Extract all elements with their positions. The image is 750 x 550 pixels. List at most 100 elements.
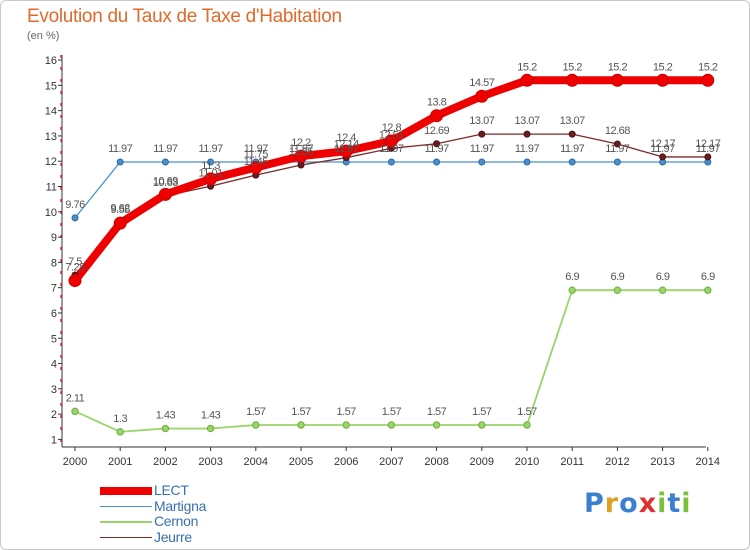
- data-label-cernon: 1.57: [336, 406, 356, 418]
- point-martigna: [568, 158, 576, 166]
- point-lect: [430, 109, 444, 123]
- data-label-cernon: 1.3: [113, 413, 127, 425]
- data-label-jeurre: 12.17: [650, 138, 675, 150]
- y-tick-label: 8: [51, 257, 57, 269]
- x-tick-label: 2014: [696, 456, 720, 468]
- data-label-jeurre: 11.45: [244, 156, 269, 168]
- point-jeurre: [613, 140, 621, 148]
- data-label-lect: 11.3: [201, 160, 220, 172]
- data-label-cernon: 1.57: [517, 406, 537, 418]
- data-label-martigna: 11.97: [289, 143, 314, 155]
- y-tick-label: 14: [45, 106, 57, 118]
- point-martigna: [161, 158, 169, 166]
- data-label-martigna: 11.97: [696, 143, 721, 155]
- legend-item-martigna: Martigna: [100, 497, 207, 515]
- data-label-cernon: 2.11: [66, 392, 85, 404]
- data-label-lect: 15.2: [608, 61, 628, 73]
- x-tick-label: 2010: [515, 456, 539, 468]
- data-label-lect: 9.55: [110, 204, 130, 216]
- x-tick-label: 2001: [108, 456, 132, 468]
- data-label-lect: 11.75: [244, 149, 269, 161]
- data-label-jeurre: 12.17: [695, 138, 720, 150]
- point-cernon: [523, 421, 531, 429]
- data-label-martigna: 11.97: [470, 143, 495, 155]
- data-label-martigna: 11.97: [334, 143, 359, 155]
- point-lect: [339, 144, 353, 158]
- x-tick-label: 2000: [63, 456, 87, 468]
- legend-label: Martigna: [154, 497, 207, 514]
- y-tick-label: 7: [51, 283, 57, 295]
- point-cernon: [478, 421, 486, 429]
- point-jeurre: [568, 130, 576, 138]
- logo-letter: i: [657, 488, 668, 519]
- legend-label: Cernon: [154, 513, 199, 530]
- data-label-jeurre: 12.51: [379, 129, 404, 141]
- data-label-martigna: 11.97: [650, 143, 675, 155]
- x-tick-label: 2011: [560, 456, 584, 468]
- chart-subtitle: (en %): [27, 30, 60, 42]
- data-label-martigna: 11.97: [108, 143, 133, 155]
- point-lect: [475, 89, 489, 103]
- x-tick-label: 2007: [379, 456, 403, 468]
- data-label-jeurre: 11.01: [198, 167, 223, 179]
- point-cernon: [206, 424, 215, 433]
- data-label-lect: 10.69: [153, 175, 178, 187]
- y-tick-label: 10: [45, 207, 57, 219]
- y-tick-label: 4: [51, 359, 57, 371]
- point-cernon: [568, 286, 576, 294]
- point-lect: [204, 172, 218, 186]
- data-label-martigna: 11.97: [153, 143, 178, 155]
- point-lect: [520, 73, 534, 87]
- proxiti-logo: Proxiti: [584, 488, 692, 519]
- point-lect: [294, 149, 308, 163]
- point-cernon: [704, 286, 712, 294]
- point-cernon: [252, 421, 260, 429]
- y-tick-label: 3: [51, 384, 57, 396]
- point-jeurre: [659, 153, 667, 161]
- point-lect: [610, 73, 624, 87]
- data-label-jeurre: 9.62: [110, 202, 130, 214]
- legend-item-cernon: Cernon: [100, 514, 206, 530]
- legend-item-jeurre: Jeurre: [100, 528, 206, 546]
- data-label-martigna: 11.97: [424, 143, 449, 155]
- legend-label: Jeurre: [154, 528, 192, 545]
- y-tick-label: 13: [45, 131, 57, 143]
- point-lect: [701, 73, 715, 87]
- point-jeurre: [297, 161, 305, 169]
- point-martigna: [433, 158, 441, 166]
- data-label-lect: 7.28: [65, 262, 85, 274]
- point-jeurre: [478, 130, 486, 138]
- point-jeurre: [704, 153, 712, 161]
- y-tick-label: 1: [51, 434, 57, 446]
- data-label-jeurre: 12.14: [334, 139, 359, 151]
- data-label-martigna: 11.97: [605, 143, 630, 155]
- legend-swatch: [100, 505, 152, 507]
- legend-swatch: [100, 486, 152, 495]
- point-cernon: [387, 421, 396, 429]
- data-label-cernon: 6.9: [611, 271, 625, 283]
- data-label-jeurre: 7.5: [68, 256, 82, 268]
- legend-swatch: [100, 520, 152, 523]
- series-points: [68, 73, 715, 436]
- point-lect: [158, 187, 172, 201]
- point-cernon: [613, 286, 622, 294]
- logo-letter: i: [681, 488, 692, 519]
- series-line-jeurre: [74, 133, 708, 276]
- x-tick-label: 2002: [153, 456, 177, 468]
- data-label-lect: 12.4: [336, 132, 356, 144]
- data-label-jeurre: 13.07: [560, 115, 585, 127]
- data-label-martigna: 9.76: [65, 199, 85, 211]
- data-label-martigna: 11.97: [379, 143, 404, 155]
- data-label-jeurre: 10.63: [153, 177, 178, 189]
- x-tick-label: 2006: [334, 456, 358, 468]
- data-label-cernon: 1.57: [291, 406, 311, 418]
- data-label-cernon: 1.43: [156, 410, 176, 422]
- logo-letter: x: [638, 488, 658, 519]
- data-label-lect: 15.2: [698, 61, 718, 73]
- point-martigna: [207, 158, 215, 166]
- data-label-lect: 12.8: [382, 122, 402, 134]
- y-tick-label: 12: [45, 156, 57, 168]
- data-label-jeurre: 11.85: [289, 146, 314, 158]
